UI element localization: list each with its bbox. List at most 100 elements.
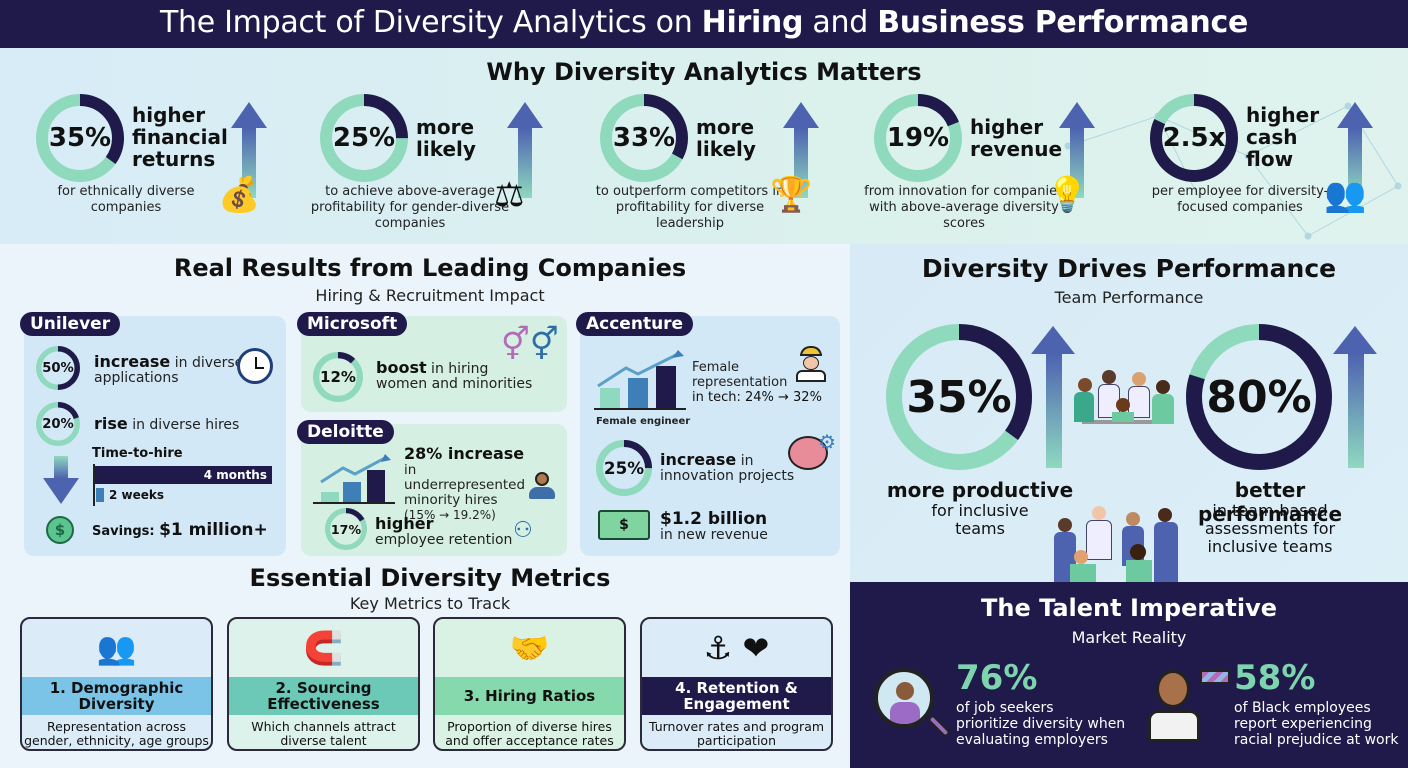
metrics-subtitle: Key Metrics to Track xyxy=(349,594,511,613)
metric-title: 3. Hiring Ratios xyxy=(435,677,624,715)
team-money-icon: 👥 xyxy=(1324,175,1367,215)
deloitte-stat-text: 28% increase in underrepresented minority … xyxy=(404,444,526,523)
ring-value: 35% xyxy=(48,123,112,153)
unilever-ring-2: 20% xyxy=(36,402,80,446)
why-ring: 33% xyxy=(600,94,688,182)
network-people-icon: ⚇ xyxy=(513,518,533,543)
results-section: Real Results from Leading Companies Hiri… xyxy=(0,244,850,560)
results-subtitle: Hiring & Recruitment Impact xyxy=(315,286,545,305)
metric-title: 1. Demographic Diversity xyxy=(22,677,211,715)
metric-card-4: ⚓ ❤ 4. Retention & Engagement Turnover r… xyxy=(640,617,833,751)
why-stat-2: 25% more likely to achieve above-average … xyxy=(311,94,590,244)
accenture-ring: 25% xyxy=(596,440,652,496)
performance-section: Diversity Drives Performance Team Perfor… xyxy=(850,244,1408,582)
talent-stat-1-value: 76% xyxy=(956,658,1038,698)
gender-symbols-icon: ⚥⚥ xyxy=(501,325,559,363)
talent-section: The Talent Imperative Market Reality 76%… xyxy=(850,582,1408,768)
deloitte-pill: Deloitte xyxy=(297,420,394,444)
why-stat-1: 35% higher financial returns for ethnicall… xyxy=(36,94,306,244)
title-text: The Impact of Diversity Analytics on xyxy=(160,5,702,40)
unilever-stat1-text: increase in diverse applications xyxy=(94,352,244,386)
up-arrow-icon xyxy=(1337,102,1373,198)
female-rep-text: Female representation in tech: 24% → 32% xyxy=(692,360,822,405)
ring-value: 2.5x xyxy=(1162,123,1226,153)
performance-ring: 80% xyxy=(1186,324,1332,470)
magnifier-people-icon xyxy=(874,668,934,728)
microsoft-pill: Microsoft xyxy=(297,312,408,336)
up-arrow-icon-2 xyxy=(1333,326,1378,468)
ring-value: 12% xyxy=(320,368,356,386)
microsoft-stat-text: boost in hiring women and minorities xyxy=(376,358,533,392)
unilever-pill: Unilever xyxy=(20,312,121,336)
ring-value: 25% xyxy=(332,123,396,153)
why-stat-4: 19% higher revenue from innovation for co… xyxy=(864,94,1144,244)
why-desc: to achieve above-average profitability f… xyxy=(310,184,510,231)
productive-desc: for inclusive teams xyxy=(931,501,1029,538)
innovation-text: increase in innovation projects xyxy=(660,450,795,484)
metric-title: 2. Sourcing Effectiveness xyxy=(229,677,418,715)
clock-icon xyxy=(237,348,273,384)
why-headline: higher revenue xyxy=(970,115,1063,161)
talent-title: The Talent Imperative xyxy=(980,594,1278,622)
ring-value: 80% xyxy=(1206,371,1312,423)
metric-icon: 🧲 xyxy=(303,629,344,667)
ring-value: 33% xyxy=(612,123,676,153)
talent-stat-2-desc: of Black employees report experiencing rac… xyxy=(1234,700,1399,748)
metric-desc: Representation across gender, ethnicity,… xyxy=(24,719,209,748)
performance-headline: better performance xyxy=(1197,478,1343,526)
female-engineer-icon xyxy=(794,346,828,386)
chart-caption: Female engineer xyxy=(596,416,691,427)
metric-icon: ⚓ ❤ xyxy=(703,629,770,667)
why-headline: higher cash flow xyxy=(1246,103,1320,171)
metric-desc: Proportion of diverse hires and offer ac… xyxy=(445,719,614,748)
unilever-ring-1: 50% xyxy=(36,346,80,390)
why-headline: higher financial returns xyxy=(132,103,228,171)
magnifier-handle xyxy=(926,713,952,739)
ring-value: 25% xyxy=(603,458,645,478)
savings-text: Savings: $1 million+ xyxy=(92,520,268,540)
results-title: Real Results from Leading Companies xyxy=(173,254,687,282)
microsoft-ring: 12% xyxy=(313,352,363,402)
up-arrow-icon xyxy=(783,102,819,198)
up-arrow-icon xyxy=(507,102,543,198)
why-section: Why Diversity Analytics Matters 35% high… xyxy=(0,48,1408,244)
up-arrow-icon xyxy=(231,102,267,198)
why-desc: for ethnically diverse companies xyxy=(57,184,195,215)
microsoft-card: Microsoft 12% boost in hiring women and m… xyxy=(297,312,567,412)
trophy-leader-icon: 🏆 xyxy=(770,175,813,215)
title-text-and: and xyxy=(803,5,878,40)
why-ring: 2.5x xyxy=(1150,94,1238,182)
why-stat-3: 33% more likely to outperform competitors… xyxy=(596,94,870,244)
performance-subtitle: Team Performance xyxy=(1054,288,1204,307)
up-arrow-icon xyxy=(1031,326,1076,468)
title-bold-hiring: Hiring xyxy=(701,5,804,40)
metric-desc: Turnover rates and program participation xyxy=(648,719,825,748)
metric-icon: 👥 xyxy=(96,629,137,667)
time-bar-after xyxy=(96,488,104,502)
metric-card-1: 👥 1. Demographic Diversity Representatio… xyxy=(20,617,213,751)
after-value: 2 weeks xyxy=(109,488,165,502)
talent-stat-1-desc: of job seekers prioritize diversity when e… xyxy=(956,700,1126,748)
unilever-card: Unilever 50% increase in diverse applica… xyxy=(20,312,286,556)
before-value: 4 months xyxy=(203,468,267,482)
up-arrow-icon xyxy=(1059,102,1095,198)
coins-growth-icon: 💰 xyxy=(218,175,261,215)
metric-title: 4. Retention & Engagement xyxy=(642,677,831,715)
metric-card-3: 🤝 3. Hiring Ratios Proportion of diverse… xyxy=(433,617,626,751)
ring-value: 50% xyxy=(42,360,74,376)
unilever-stat2-text: rise in diverse hires xyxy=(94,414,240,433)
bar-chart-icon xyxy=(594,350,686,412)
why-title: Why Diversity Analytics Matters xyxy=(486,58,922,86)
page-title: The Impact of Diversity Analytics on Hir… xyxy=(0,0,1408,48)
talent-subtitle: Market Reality xyxy=(1071,628,1187,647)
productive-ring: 35% xyxy=(886,324,1032,470)
deloitte-card: Deloitte 28% increase in underrepresented… xyxy=(297,420,567,556)
why-ring: 19% xyxy=(874,94,962,182)
deloitte-ring: 17% xyxy=(325,508,367,550)
ring-value: 19% xyxy=(886,123,950,153)
metric-icon: 🤝 xyxy=(509,629,550,667)
productive-headline: more productive xyxy=(886,478,1074,502)
metric-desc: Which channels attract diverse talent xyxy=(251,719,396,748)
team-collaboration-illustration xyxy=(1054,504,1184,582)
thinking-person-icon xyxy=(1144,666,1204,742)
